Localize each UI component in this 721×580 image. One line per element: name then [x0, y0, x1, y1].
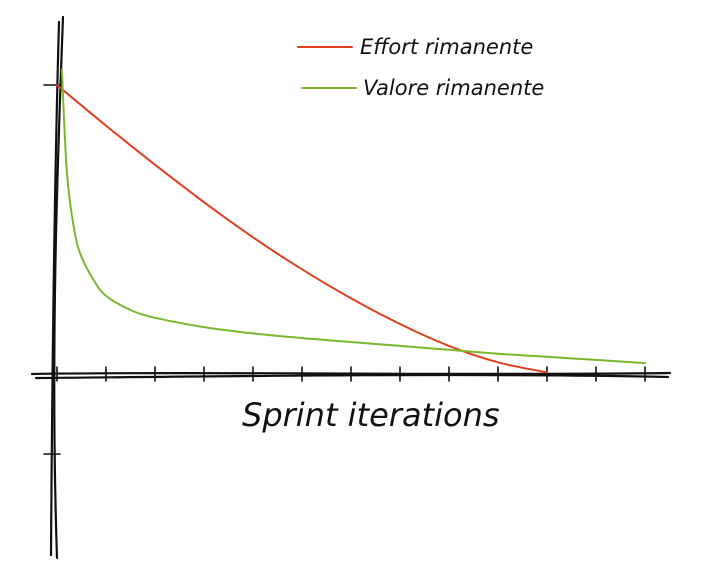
y-axis-sketch-line [49, 20, 61, 557]
series-lines [56, 68, 646, 374]
x-axis [30, 371, 672, 376]
ticks [43, 84, 646, 455]
legend-label-effort: Effort rimanente [360, 35, 533, 59]
y-axis [53, 15, 65, 560]
legend: Effort rimanente Valore rimanente [297, 35, 544, 100]
axes [30, 15, 672, 560]
x-axis-label: Sprint iterations [242, 396, 500, 434]
x-axis-sketch-line [34, 373, 670, 380]
series-line-1 [60, 68, 646, 365]
legend-label-valore: Valore rimanente [363, 76, 544, 100]
series-line-0 [56, 84, 548, 374]
